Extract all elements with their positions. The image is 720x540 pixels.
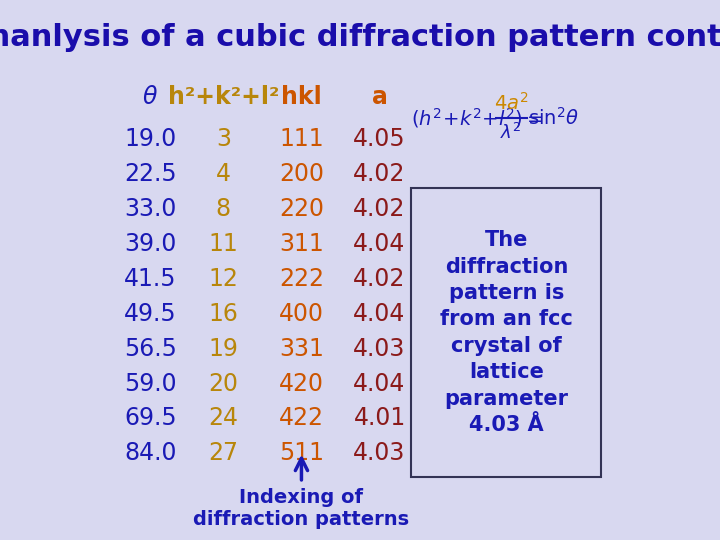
Text: 4.02: 4.02 [354, 197, 405, 221]
Text: hkl: hkl [281, 85, 322, 109]
Text: 41.5: 41.5 [124, 267, 176, 291]
Text: 69.5: 69.5 [124, 407, 176, 430]
Text: 8: 8 [216, 197, 231, 221]
Text: 84.0: 84.0 [124, 441, 176, 465]
Text: $4a^2$: $4a^2$ [494, 92, 528, 114]
Text: 3: 3 [216, 127, 231, 151]
Text: 4.05: 4.05 [354, 127, 406, 151]
Text: 33.0: 33.0 [124, 197, 176, 221]
Text: 4.01: 4.01 [354, 407, 405, 430]
Text: 400: 400 [279, 302, 324, 326]
Text: The
diffraction
pattern is
from an fcc
crystal of
lattice
parameter
4.03 Å: The diffraction pattern is from an fcc c… [440, 230, 573, 435]
Text: 331: 331 [279, 336, 324, 361]
Text: 222: 222 [279, 267, 324, 291]
Text: a: a [372, 85, 387, 109]
Text: Ananlysis of a cubic diffraction pattern contd.: Ananlysis of a cubic diffraction pattern… [0, 23, 720, 52]
Text: 420: 420 [279, 372, 324, 395]
Text: 4.04: 4.04 [354, 372, 405, 395]
Text: $(h^2\!+\!k^2\!+\!l^2)=$: $(h^2\!+\!k^2\!+\!l^2)=$ [411, 106, 543, 130]
Text: 511: 511 [279, 441, 324, 465]
Text: 16: 16 [209, 302, 238, 326]
Text: 22.5: 22.5 [124, 163, 176, 186]
Text: 24: 24 [208, 407, 238, 430]
Text: 4.03: 4.03 [354, 336, 405, 361]
Text: θ: θ [143, 85, 158, 109]
Text: 39.0: 39.0 [124, 232, 176, 256]
Text: 19.0: 19.0 [124, 127, 176, 151]
Text: 4.03: 4.03 [354, 441, 405, 465]
Text: 200: 200 [279, 163, 324, 186]
Text: 4.04: 4.04 [354, 232, 405, 256]
Text: 12: 12 [209, 267, 238, 291]
Text: 4.04: 4.04 [354, 302, 405, 326]
Text: 59.0: 59.0 [124, 372, 176, 395]
Text: 220: 220 [279, 197, 324, 221]
Text: 4.02: 4.02 [354, 267, 405, 291]
Text: 27: 27 [208, 441, 238, 465]
Text: 49.5: 49.5 [124, 302, 176, 326]
Text: 11: 11 [209, 232, 238, 256]
Text: 111: 111 [279, 127, 324, 151]
Text: 422: 422 [279, 407, 324, 430]
Text: 20: 20 [208, 372, 238, 395]
Text: 4: 4 [216, 163, 231, 186]
Text: $\lambda^2$: $\lambda^2$ [500, 123, 522, 143]
Text: h²+k²+l²: h²+k²+l² [168, 85, 279, 109]
Text: Indexing of
diffraction patterns: Indexing of diffraction patterns [194, 488, 410, 529]
Text: 56.5: 56.5 [124, 336, 176, 361]
Text: 4.02: 4.02 [354, 163, 405, 186]
FancyBboxPatch shape [411, 188, 601, 477]
Text: $\sin^2\!\theta$: $\sin^2\!\theta$ [528, 107, 580, 129]
Text: 311: 311 [279, 232, 324, 256]
Text: 19: 19 [209, 336, 238, 361]
